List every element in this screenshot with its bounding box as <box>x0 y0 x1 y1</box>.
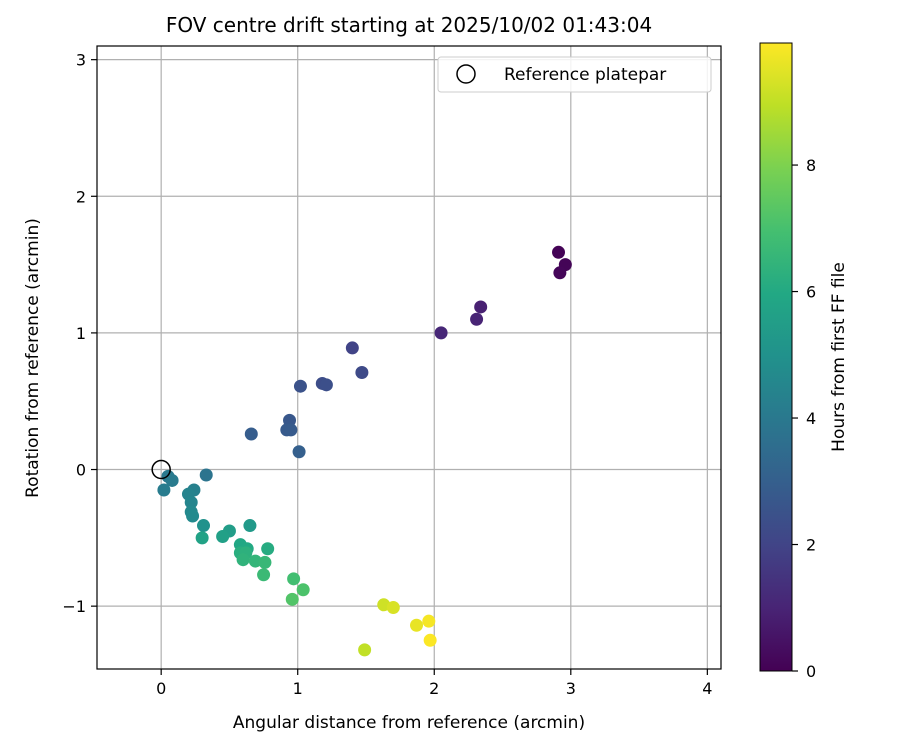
x-tick-label: 2 <box>429 679 439 698</box>
data-point <box>243 519 257 533</box>
data-point <box>296 583 310 597</box>
data-point <box>248 554 262 568</box>
x-tick-label: 0 <box>156 679 166 698</box>
data-point <box>474 300 488 314</box>
y-tick-label: 1 <box>76 324 86 343</box>
y-tick-label: −1 <box>62 597 86 616</box>
data-point <box>258 555 272 569</box>
colorbar-label: Hours from first FF file <box>829 262 849 452</box>
colorbar-tick-label: 4 <box>806 409 816 428</box>
data-point <box>157 483 171 497</box>
x-tick-label: 1 <box>293 679 303 698</box>
data-points <box>157 245 572 657</box>
data-point <box>292 445 306 459</box>
y-tick-label: 3 <box>76 51 86 70</box>
data-point <box>257 568 271 582</box>
data-point <box>358 643 372 657</box>
data-point <box>186 509 200 523</box>
colorbar-tick-label: 8 <box>806 156 816 175</box>
y-axis-label: Rotation from reference (arcmin) <box>23 218 43 498</box>
data-point <box>184 495 198 509</box>
data-point <box>293 379 307 393</box>
legend-box <box>437 56 712 93</box>
data-point <box>319 378 333 392</box>
data-point <box>287 572 301 586</box>
x-axis-label: Angular distance from reference (arcmin) <box>233 713 585 733</box>
data-point <box>261 542 275 556</box>
data-point <box>410 618 424 632</box>
data-point <box>285 592 299 606</box>
data-point <box>199 468 213 482</box>
x-axis-ticks: 0 1 2 3 4 <box>156 669 712 698</box>
data-point <box>422 614 436 628</box>
colorbar-tick-label: 0 <box>806 662 816 681</box>
reference-platepar-marker <box>151 459 171 480</box>
legend: Reference platepar <box>437 56 712 93</box>
y-axis-ticks: −1 0 1 2 3 <box>62 51 97 616</box>
grid <box>97 46 721 669</box>
data-point <box>165 473 179 487</box>
data-point <box>284 423 298 437</box>
legend-label: Reference platepar <box>504 65 666 85</box>
chart-title: FOV centre drift starting at 2025/10/02 … <box>166 13 652 37</box>
colorbar-tick-label: 6 <box>806 283 816 302</box>
data-point <box>244 427 258 441</box>
data-point <box>553 266 567 280</box>
data-point <box>345 341 359 355</box>
data-point <box>552 245 566 259</box>
data-point <box>236 553 250 567</box>
colorbar-tick-label: 2 <box>806 536 816 555</box>
colorbar-ticks: 0 2 4 6 8 <box>792 156 816 681</box>
data-point <box>195 531 209 545</box>
plot-frame <box>96 45 722 670</box>
y-tick-label: 0 <box>76 461 86 480</box>
data-point <box>434 326 448 340</box>
x-tick-label: 3 <box>566 679 576 698</box>
data-point <box>216 529 230 543</box>
colorbar <box>759 42 793 672</box>
data-point <box>386 601 400 615</box>
data-point <box>197 519 211 533</box>
data-point <box>355 366 369 380</box>
y-tick-label: 2 <box>76 187 86 206</box>
legend-marker <box>456 64 476 84</box>
data-point <box>470 312 484 326</box>
x-tick-label: 4 <box>702 679 712 698</box>
data-point <box>423 633 437 647</box>
